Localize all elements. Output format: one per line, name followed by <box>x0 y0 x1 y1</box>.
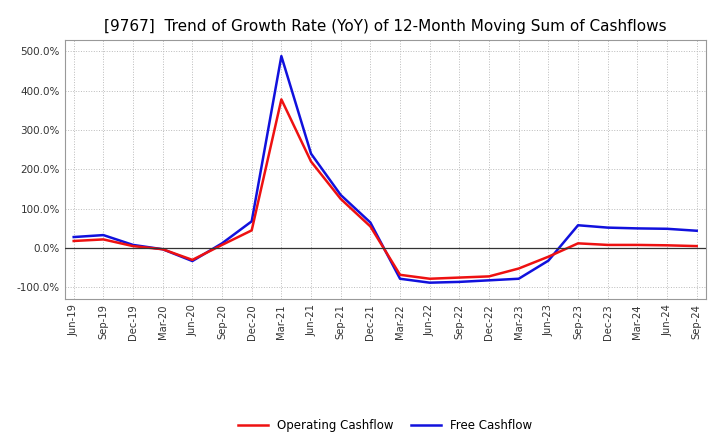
Operating Cashflow <box>693 243 701 249</box>
Free Cashflow <box>158 246 167 252</box>
Operating Cashflow <box>544 254 553 259</box>
Free Cashflow <box>514 276 523 282</box>
Free Cashflow <box>307 151 315 156</box>
Line: Operating Cashflow: Operating Cashflow <box>73 99 697 279</box>
Free Cashflow <box>217 241 226 246</box>
Operating Cashflow <box>158 246 167 252</box>
Free Cashflow <box>662 226 671 231</box>
Free Cashflow <box>633 226 642 231</box>
Free Cashflow <box>455 279 464 285</box>
Free Cashflow <box>336 192 345 198</box>
Operating Cashflow <box>603 242 612 248</box>
Free Cashflow <box>603 225 612 230</box>
Operating Cashflow <box>514 266 523 271</box>
Operating Cashflow <box>248 228 256 233</box>
Operating Cashflow <box>633 242 642 248</box>
Operating Cashflow <box>129 243 138 249</box>
Operating Cashflow <box>188 257 197 263</box>
Operating Cashflow <box>574 241 582 246</box>
Line: Free Cashflow: Free Cashflow <box>73 56 697 282</box>
Operating Cashflow <box>99 237 108 242</box>
Free Cashflow <box>366 220 374 225</box>
Operating Cashflow <box>277 97 286 102</box>
Operating Cashflow <box>662 243 671 248</box>
Free Cashflow <box>485 278 493 283</box>
Operating Cashflow <box>455 275 464 280</box>
Operating Cashflow <box>69 238 78 244</box>
Free Cashflow <box>69 235 78 240</box>
Free Cashflow <box>248 219 256 224</box>
Operating Cashflow <box>366 224 374 229</box>
Free Cashflow <box>426 280 434 285</box>
Free Cashflow <box>574 223 582 228</box>
Operating Cashflow <box>217 242 226 248</box>
Free Cashflow <box>129 242 138 248</box>
Free Cashflow <box>99 232 108 238</box>
Operating Cashflow <box>426 276 434 282</box>
Free Cashflow <box>188 258 197 264</box>
Operating Cashflow <box>336 196 345 202</box>
Title: [9767]  Trend of Growth Rate (YoY) of 12-Month Moving Sum of Cashflows: [9767] Trend of Growth Rate (YoY) of 12-… <box>104 19 667 34</box>
Legend: Operating Cashflow, Free Cashflow: Operating Cashflow, Free Cashflow <box>233 414 537 436</box>
Operating Cashflow <box>485 274 493 279</box>
Operating Cashflow <box>307 159 315 164</box>
Free Cashflow <box>277 54 286 59</box>
Operating Cashflow <box>396 272 405 278</box>
Free Cashflow <box>544 258 553 263</box>
Free Cashflow <box>693 228 701 233</box>
Free Cashflow <box>396 276 405 282</box>
